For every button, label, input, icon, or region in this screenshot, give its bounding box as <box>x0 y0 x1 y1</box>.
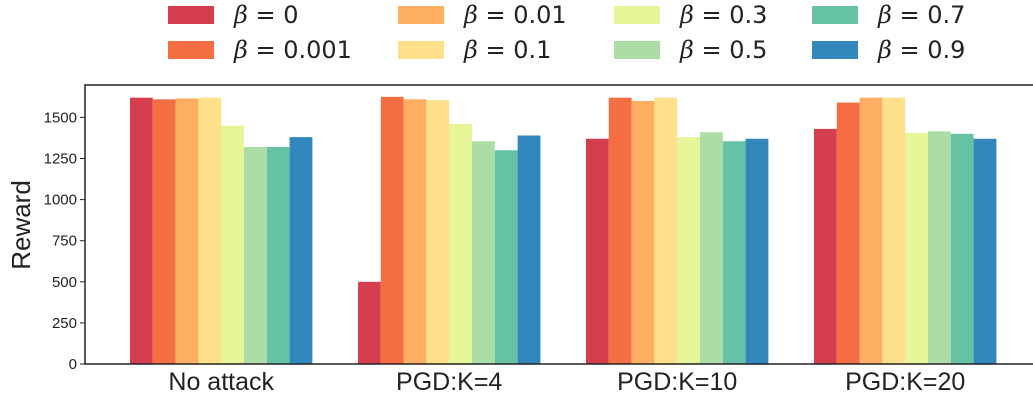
bar <box>472 141 495 364</box>
legend-swatch <box>812 6 858 24</box>
y-axis-label: Reward <box>6 180 36 270</box>
bar <box>266 146 290 364</box>
legend-swatch <box>812 41 858 59</box>
legend-label: β = 0 <box>233 1 299 29</box>
legend-item: β = 0.7 <box>812 1 965 29</box>
x-tick-label: PGD:K=20 <box>845 368 965 396</box>
legend-label: β = 0.3 <box>679 1 767 29</box>
y-tick-label: 250 <box>52 315 77 332</box>
bar <box>175 98 199 364</box>
bar <box>403 99 427 364</box>
legend-swatch <box>168 6 214 24</box>
legend-swatch <box>614 41 660 59</box>
legend-label: β = 0.1 <box>463 36 551 64</box>
bar <box>745 138 769 364</box>
bar <box>950 133 974 364</box>
x-tick-label: PGD:K=10 <box>617 368 737 396</box>
legend-item: β = 0.001 <box>168 36 352 64</box>
bar <box>722 141 746 364</box>
legend: β = 0 β = 0.001 β = 0.01 β = 0.1 β = 0.3 β = … <box>168 1 965 64</box>
bar <box>358 281 381 364</box>
x-axis: No attack PGD:K=4 PGD:K=10 PGD:K=20 <box>168 368 965 396</box>
bar <box>289 137 313 364</box>
bar <box>244 146 267 364</box>
bar <box>654 97 678 364</box>
bar <box>130 97 153 364</box>
y-tick-label: 0 <box>69 356 77 373</box>
plot-frame <box>84 84 1033 365</box>
bar <box>677 137 700 364</box>
legend-item: β = 0.01 <box>398 1 567 29</box>
x-tick-label: No attack <box>168 368 274 396</box>
legend-swatch <box>168 41 214 59</box>
legend-label: β = 0.5 <box>679 36 767 64</box>
bar <box>152 99 176 364</box>
y-tick-label: 1250 <box>44 151 77 168</box>
bar <box>631 100 655 365</box>
bar <box>494 150 518 364</box>
bar <box>380 96 404 364</box>
y-tick-label: 750 <box>52 233 77 250</box>
y-tick-label: 1500 <box>44 109 77 126</box>
y-tick-label: 1000 <box>44 192 77 209</box>
legend-label: β = 0.9 <box>877 36 965 64</box>
bar <box>973 138 997 364</box>
legend-swatch <box>398 6 444 24</box>
legend-item: β = 0.3 <box>614 1 767 29</box>
bar <box>905 133 928 364</box>
legend-item: β = 0.9 <box>812 36 965 64</box>
bar <box>517 135 541 364</box>
y-tick-label: 500 <box>52 274 77 291</box>
legend-swatch <box>398 41 444 59</box>
bar <box>814 128 837 364</box>
legend-item: β = 0.5 <box>614 36 767 64</box>
bar <box>882 97 906 364</box>
bar <box>700 132 723 364</box>
legend-label: β = 0.001 <box>233 36 352 64</box>
bar <box>198 97 222 364</box>
y-axis: 0 250 500 750 1000 1250 1500 <box>44 109 85 373</box>
legend-item: β = 0 <box>168 1 299 29</box>
bar <box>608 97 632 364</box>
legend-label: β = 0.7 <box>877 1 965 29</box>
bar <box>836 102 860 364</box>
bar <box>449 123 472 364</box>
legend-label: β = 0.01 <box>463 1 567 29</box>
legend-swatch <box>614 6 660 24</box>
bar <box>859 97 883 364</box>
bar <box>928 131 951 364</box>
bars <box>130 96 997 365</box>
bar <box>221 125 244 365</box>
bar <box>586 138 609 364</box>
bar <box>426 100 450 364</box>
legend-item: β = 0.1 <box>398 36 551 64</box>
x-tick-label: PGD:K=4 <box>396 368 502 396</box>
